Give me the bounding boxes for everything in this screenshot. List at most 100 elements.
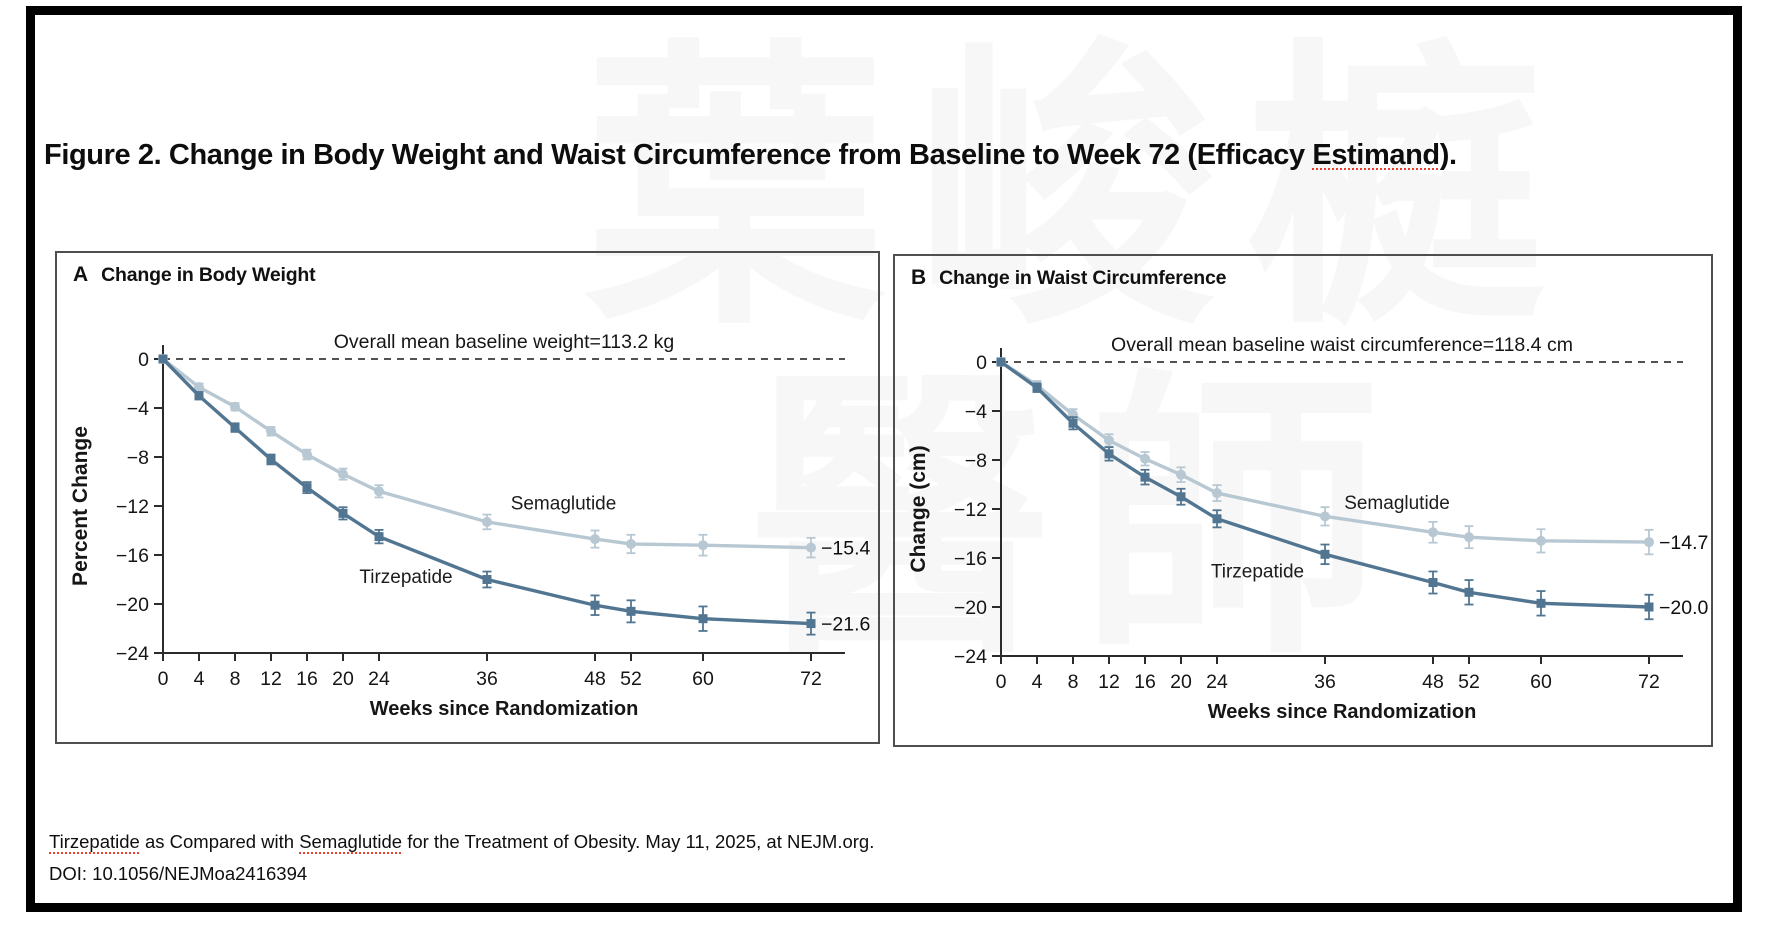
x-tick-label: 0 xyxy=(158,668,169,690)
circle-marker xyxy=(230,401,240,412)
square-marker xyxy=(1068,418,1078,428)
x-tick-label: 16 xyxy=(1134,671,1156,693)
panel-waist-circumference: B Change in Waist Circumference Overall … xyxy=(893,254,1713,747)
square-marker xyxy=(1536,598,1546,608)
x-tick-label: 52 xyxy=(1458,671,1480,693)
circle-marker xyxy=(1428,527,1438,538)
square-marker xyxy=(1032,383,1042,393)
x-tick-label: 12 xyxy=(260,668,282,690)
x-axis-title: Weeks since Randomization xyxy=(370,698,639,720)
circle-marker xyxy=(1104,435,1114,446)
square-marker xyxy=(806,619,816,629)
y-tick-label: −12 xyxy=(116,496,149,518)
series-inline-label: Semaglutide xyxy=(1344,493,1450,514)
x-tick-label: 60 xyxy=(1530,671,1552,693)
y-tick-label: −16 xyxy=(954,548,987,570)
circle-marker xyxy=(1320,511,1330,522)
baseline-annotation: Overall mean baseline weight=113.2 kg xyxy=(334,331,675,353)
square-marker xyxy=(374,532,384,542)
panel-b-title: Change in Waist Circumference xyxy=(939,267,1227,289)
y-tick-label: −24 xyxy=(116,643,149,665)
circle-marker xyxy=(1212,488,1222,499)
series-line xyxy=(161,357,813,550)
panel-a-header: A Change in Body Weight xyxy=(73,263,316,287)
circle-marker xyxy=(626,538,636,549)
square-marker xyxy=(1140,472,1150,482)
square-marker xyxy=(996,357,1006,367)
waist-circumference-chart: Overall mean baseline waist circumferenc… xyxy=(907,334,1708,723)
x-tick-label: 24 xyxy=(368,668,390,690)
series-inline-label: Semaglutide xyxy=(511,494,617,515)
circle-marker xyxy=(806,542,816,553)
y-tick-label: −8 xyxy=(965,450,987,472)
axes: 0−4−8−12−16−20−240 4 8 12 16 20 24 36 48 52 60 72We… xyxy=(907,348,1683,723)
panel-b-letter: B xyxy=(911,266,927,289)
x-tick-label: 60 xyxy=(692,668,714,690)
x-tick-label: 72 xyxy=(1638,671,1660,693)
square-marker xyxy=(194,391,204,401)
panel-b-header: B Change in Waist Circumference xyxy=(911,266,1227,290)
panel-a-title: Change in Body Weight xyxy=(101,264,316,286)
x-tick-label: 48 xyxy=(1422,671,1444,693)
y-axis-title: Percent Change xyxy=(69,426,92,586)
x-tick-label: 36 xyxy=(1314,671,1336,693)
circle-marker xyxy=(590,534,600,545)
y-tick-label: −12 xyxy=(954,499,987,521)
x-tick-label: 4 xyxy=(194,668,205,690)
square-marker xyxy=(338,508,348,518)
x-tick-label: 8 xyxy=(1068,671,1079,693)
x-tick-label: 20 xyxy=(1170,671,1192,693)
circle-marker xyxy=(1536,535,1546,546)
y-tick-label: 0 xyxy=(976,352,987,374)
x-tick-label: 4 xyxy=(1032,671,1043,693)
y-tick-label: −24 xyxy=(954,646,987,668)
square-marker xyxy=(302,483,312,493)
x-tick-label: 72 xyxy=(800,668,822,690)
y-tick-label: −20 xyxy=(954,597,987,619)
circle-marker xyxy=(302,449,312,460)
x-tick-label: 24 xyxy=(1206,671,1228,693)
body-weight-chart: Overall mean baseline weight=113.2 kg 0 −4… xyxy=(69,331,870,720)
y-tick-label: −4 xyxy=(965,401,987,423)
x-tick-label: 0 xyxy=(996,671,1007,693)
square-marker xyxy=(482,575,492,584)
series-inline-label: Tirzepatide xyxy=(359,567,452,588)
series-tirzepatide: Tirzepatide −20.0 xyxy=(996,357,1708,621)
square-marker xyxy=(1104,449,1114,459)
square-marker xyxy=(590,600,600,610)
square-marker xyxy=(1320,549,1330,559)
citation-line: Tirzepatide as Compared with Semaglutide… xyxy=(49,831,875,852)
circle-marker xyxy=(1464,532,1474,543)
square-marker xyxy=(626,606,636,616)
x-tick-label: 16 xyxy=(296,668,318,690)
y-tick-label: −16 xyxy=(116,545,149,567)
series-tirzepatide: Tirzepatide −21.6 xyxy=(158,354,870,636)
circle-marker xyxy=(1176,469,1186,480)
circle-marker xyxy=(1644,537,1654,548)
panel-body-weight: A Change in Body Weight Overall mean bas… xyxy=(55,251,880,744)
baseline-group: Overall mean baseline waist circumferenc… xyxy=(1001,334,1683,363)
x-axis-title: Weeks since Randomization xyxy=(1208,701,1477,723)
series-inline-label: Tirzepatide xyxy=(1211,562,1304,583)
y-axis-title: Change (cm) xyxy=(907,445,930,572)
y-tick-label: −20 xyxy=(116,594,149,616)
series-line xyxy=(999,360,1651,544)
figure-frame: 葉峻榳 醫師 Figure 2. Change in Body Weight a… xyxy=(26,6,1742,912)
square-marker xyxy=(1428,578,1438,587)
x-tick-label: 48 xyxy=(584,668,606,690)
x-tick-label: 12 xyxy=(1098,671,1120,693)
series-semaglutide: Semaglutide −15.4 xyxy=(158,354,870,560)
series-end-value-label: −14.7 xyxy=(1659,532,1708,554)
baseline-annotation: Overall mean baseline waist circumferenc… xyxy=(1111,334,1573,356)
square-marker xyxy=(1176,492,1186,502)
x-tick-label: 20 xyxy=(332,668,354,690)
circle-marker xyxy=(374,486,384,497)
y-tick-label: −8 xyxy=(127,447,149,469)
circle-marker xyxy=(1140,453,1150,464)
square-marker xyxy=(1212,514,1222,524)
baseline-group: Overall mean baseline weight=113.2 kg xyxy=(163,331,845,360)
square-marker xyxy=(698,614,708,624)
circle-marker xyxy=(698,540,708,551)
square-marker xyxy=(230,423,240,433)
panel-a-letter: A xyxy=(73,263,89,286)
